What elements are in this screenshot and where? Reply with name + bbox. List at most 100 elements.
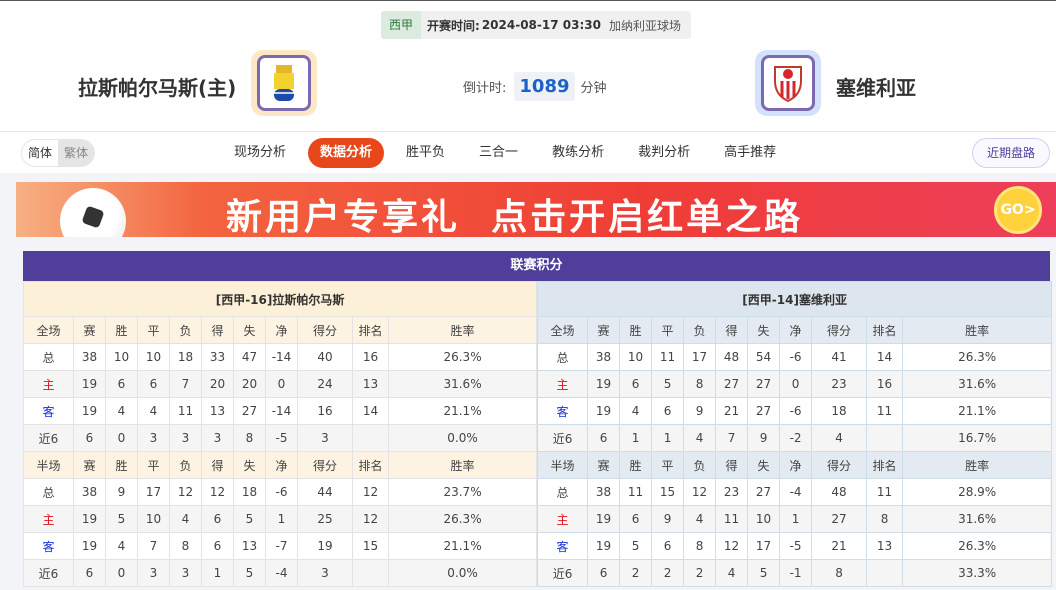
stat-cell: 40 <box>297 343 353 371</box>
stat-cell: 10 <box>105 343 138 371</box>
stat-cell: 16 <box>352 343 389 371</box>
tab-1[interactable]: 数据分析 <box>308 138 385 168</box>
stat-cell: 2 <box>683 559 717 587</box>
stat-cell: 19 <box>73 370 106 398</box>
lang-traditional[interactable]: 繁体 <box>58 140 95 166</box>
stat-cell: -6 <box>779 343 813 371</box>
stat-cell: 4 <box>169 505 202 533</box>
stat-cell: 38 <box>73 478 106 506</box>
stat-cell: 10 <box>137 505 170 533</box>
table-row: 近6 6 1 1 4 7 9 -2 4 16.7% <box>537 424 1053 452</box>
column-header: 胜率 <box>387 316 538 344</box>
stat-cell: -2 <box>779 424 813 452</box>
stat-cell: 3 <box>201 424 234 452</box>
stat-cell: -5 <box>779 532 813 560</box>
stat-cell: 26.3% <box>902 532 1053 560</box>
stat-cell: 4 <box>137 397 170 425</box>
tab-3[interactable]: 三合一 <box>479 145 519 160</box>
stat-cell: 0.0% <box>387 559 538 587</box>
stat-cell: 4 <box>715 559 749 587</box>
home-team-logo[interactable] <box>251 50 317 116</box>
column-header: 失 <box>747 451 781 479</box>
stat-cell: 38 <box>587 343 621 371</box>
lang-simplified[interactable]: 简体 <box>28 146 53 160</box>
stat-cell: 23 <box>811 370 868 398</box>
stat-cell: 5 <box>619 532 653 560</box>
sevilla-crest-icon <box>774 66 802 103</box>
stat-cell: 14 <box>866 343 904 371</box>
table-row: 总 38 11 15 12 23 27 -4 48 11 28.9% <box>537 478 1053 506</box>
tab-0[interactable]: 现场分析 <box>234 145 287 160</box>
stat-cell: 11 <box>169 397 202 425</box>
row-label: 近6 <box>23 559 74 587</box>
countdown-value: 1089 <box>514 72 575 101</box>
tab-4[interactable]: 教练分析 <box>552 145 605 160</box>
stat-cell: 18 <box>811 397 868 425</box>
stat-cell: 13 <box>201 397 234 425</box>
stat-cell: 17 <box>683 343 717 371</box>
stat-cell: 48 <box>715 343 749 371</box>
stat-cell: 4 <box>105 397 138 425</box>
stat-cell: 11 <box>619 478 653 506</box>
go-button[interactable]: GO> <box>994 186 1042 234</box>
row-label: 总 <box>23 343 74 371</box>
stat-cell: 6 <box>73 424 106 452</box>
recent-handicap-button[interactable]: 近期盘路 <box>971 138 1050 168</box>
stat-cell: 12 <box>352 505 389 533</box>
column-header: 赛 <box>73 451 106 479</box>
stat-cell: 4 <box>105 532 138 560</box>
team-standing-title: [西甲-16]拉斯帕尔马斯 <box>22 281 538 317</box>
stat-cell: 0 <box>779 370 813 398</box>
column-header: 得 <box>201 451 234 479</box>
stat-cell: 21 <box>715 397 749 425</box>
stat-cell: 19 <box>73 397 106 425</box>
stat-cell: 8 <box>866 505 904 533</box>
row-label: 近6 <box>23 424 74 452</box>
league-badge[interactable]: 西甲 <box>381 11 422 39</box>
tab-2[interactable]: 胜平负 <box>406 145 446 160</box>
column-header: 得 <box>715 451 749 479</box>
column-header: 胜 <box>105 451 138 479</box>
stat-cell: -6 <box>265 478 298 506</box>
stat-cell: 38 <box>587 478 621 506</box>
tab-6[interactable]: 高手推荐 <box>724 145 777 160</box>
column-header: 得 <box>715 316 749 344</box>
promo-banner[interactable]: 新用户专享礼 点击开启红单之路 GO> <box>16 182 1056 237</box>
stat-cell: 19 <box>73 532 106 560</box>
tab-5[interactable]: 裁判分析 <box>638 145 691 160</box>
football-icon <box>60 188 126 237</box>
stat-cell: 12 <box>201 478 234 506</box>
row-label: 客 <box>23 397 74 425</box>
stat-cell: 27 <box>715 370 749 398</box>
stat-cell: 8 <box>683 532 717 560</box>
stat-cell: 21.1% <box>387 397 538 425</box>
stat-cell: 8 <box>169 532 202 560</box>
stat-cell: 27 <box>811 505 868 533</box>
stat-cell: 5 <box>105 505 138 533</box>
stat-cell: 26.3% <box>387 343 538 371</box>
stat-cell: 11 <box>715 505 749 533</box>
stat-cell: 5 <box>233 505 266 533</box>
section-label: 半场 <box>537 451 589 479</box>
section-label: 半场 <box>23 451 74 479</box>
stat-cell: 1 <box>779 505 813 533</box>
stat-cell: 19 <box>587 505 621 533</box>
column-header: 净 <box>265 451 298 479</box>
stat-cell: 19 <box>587 532 621 560</box>
stat-cell: 21 <box>811 532 868 560</box>
stat-cell: 6 <box>73 559 106 587</box>
stat-cell: -4 <box>779 478 813 506</box>
stat-cell: 7 <box>169 370 202 398</box>
home-standings-table: [西甲-16]拉斯帕尔马斯 全场赛胜平负得失净得分 排名 胜率总 38 10 10 18 33 4… <box>22 281 538 587</box>
stat-cell: 27 <box>747 478 781 506</box>
column-header: 赛 <box>587 451 621 479</box>
stat-cell: 5 <box>747 559 781 587</box>
away-team-logo[interactable] <box>755 50 821 116</box>
stat-cell: 4 <box>683 505 717 533</box>
column-header: 胜率 <box>387 451 538 479</box>
away-team-name[interactable]: 塞维利亚 <box>836 76 916 100</box>
column-header: 排名 <box>866 451 904 479</box>
home-team-name[interactable]: 拉斯帕尔马斯(主) <box>78 76 237 100</box>
table-row: 近6 6 0 3 3 1 5 -4 3 0.0% <box>23 559 538 587</box>
column-header: 排名 <box>866 316 904 344</box>
